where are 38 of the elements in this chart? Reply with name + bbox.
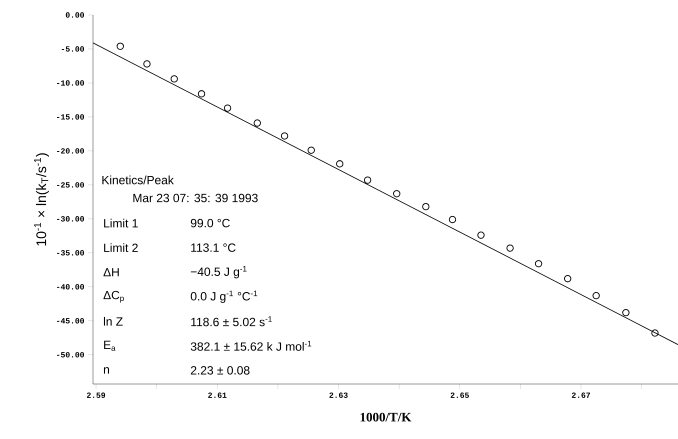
- point: [422, 202, 430, 210]
- point: [448, 216, 456, 224]
- point: [198, 90, 206, 98]
- point: [477, 232, 485, 239]
- annotation: 118.6 ± 5.02 s$^{-1}$: [191, 316, 272, 326]
- annotation: 2.23 ± 0.08: [190, 366, 250, 375]
- point: [534, 260, 542, 268]
- annotation: 382.1 ± 15.62 k J mol$^{-1}$: [190, 340, 312, 351]
- point: [308, 146, 315, 154]
- annotation: −40.5 J g$^{-1}$: [190, 266, 247, 278]
- annotation: Mar 23 07: 35: 39 1993: [133, 194, 258, 202]
- annotation: ln Z: [104, 316, 123, 326]
- annotation: Kinetics/Peak: [102, 176, 174, 184]
- point: [364, 176, 372, 184]
- annotation: ΔH: [104, 268, 119, 276]
- point: [651, 329, 659, 337]
- point: [564, 275, 572, 282]
- point: [393, 190, 400, 198]
- point: [116, 42, 124, 50]
- point: [336, 160, 344, 168]
- point: [224, 104, 232, 112]
- point: [254, 119, 261, 127]
- point: [143, 60, 151, 68]
- point: [506, 244, 514, 252]
- x-axis-title: 1000/T/K: [360, 412, 412, 422]
- annotation: ΔC$_{p}$: [104, 290, 124, 303]
- annotation: E$_{a}$: [104, 340, 116, 351]
- point: [280, 132, 288, 140]
- annotation: n: [104, 367, 110, 374]
- annotation: Limit 1: [104, 218, 138, 228]
- point: [170, 75, 178, 83]
- annotation: 0.0 J g$^{-1}$ °C$^{-1}$: [190, 290, 258, 303]
- annotation: 113.1 °C: [191, 243, 236, 252]
- y-axis-title: 10$^{-1}$ × ln(k$_{T}$/s$^{-1}$): [34, 153, 49, 246]
- annotation: Limit 2: [104, 243, 138, 252]
- annotation: 99.0 °C: [190, 218, 230, 228]
- point: [592, 292, 600, 300]
- point: [622, 308, 630, 316]
